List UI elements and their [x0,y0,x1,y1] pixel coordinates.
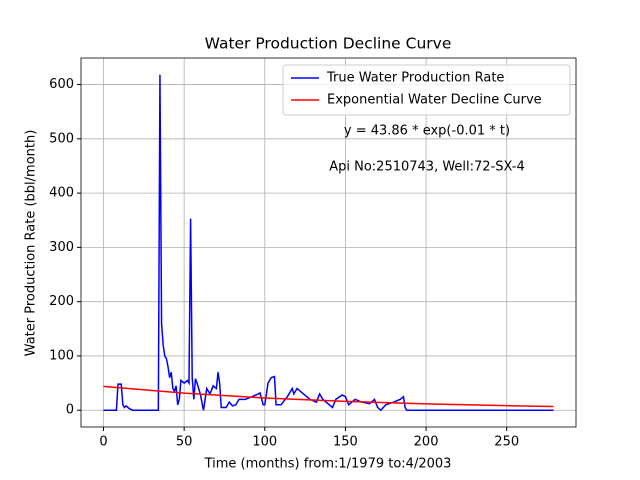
legend-label: True Water Production Rate [326,71,504,86]
annotation: y = 43.86 * exp(-0.01 * t) [344,124,510,139]
x-tick-label: 200 [414,435,439,450]
legend-label: Exponential Water Decline Curve [327,93,542,108]
annotation: Api No:2510743, Well:72-SX-4 [329,160,525,175]
y-tick-label: 600 [49,77,74,92]
y-tick-label: 200 [49,294,74,309]
x-tick-label: 150 [333,435,358,450]
x-tick-label: 0 [99,435,107,450]
legend-box [282,64,571,116]
y-tick-label: 500 [49,131,74,146]
data-line [103,385,554,408]
y-tick-label: 0 [66,403,74,418]
x-tick-label: 250 [494,435,519,450]
y-tick-label: 300 [49,240,74,255]
x-tick-label: 100 [252,435,277,450]
data-line [103,74,554,412]
y-tick-label: 100 [49,348,74,363]
x-axis-label: Time (months) from:1/1979 to:4/2003 [204,457,452,472]
x-tick-label: 50 [176,435,193,450]
plot-frame [80,57,577,428]
chart-title: Water Production Decline Curve [205,35,452,53]
y-axis-label: Water Production Rate (bbl/month) [24,130,39,357]
y-tick-label: 400 [49,186,74,201]
